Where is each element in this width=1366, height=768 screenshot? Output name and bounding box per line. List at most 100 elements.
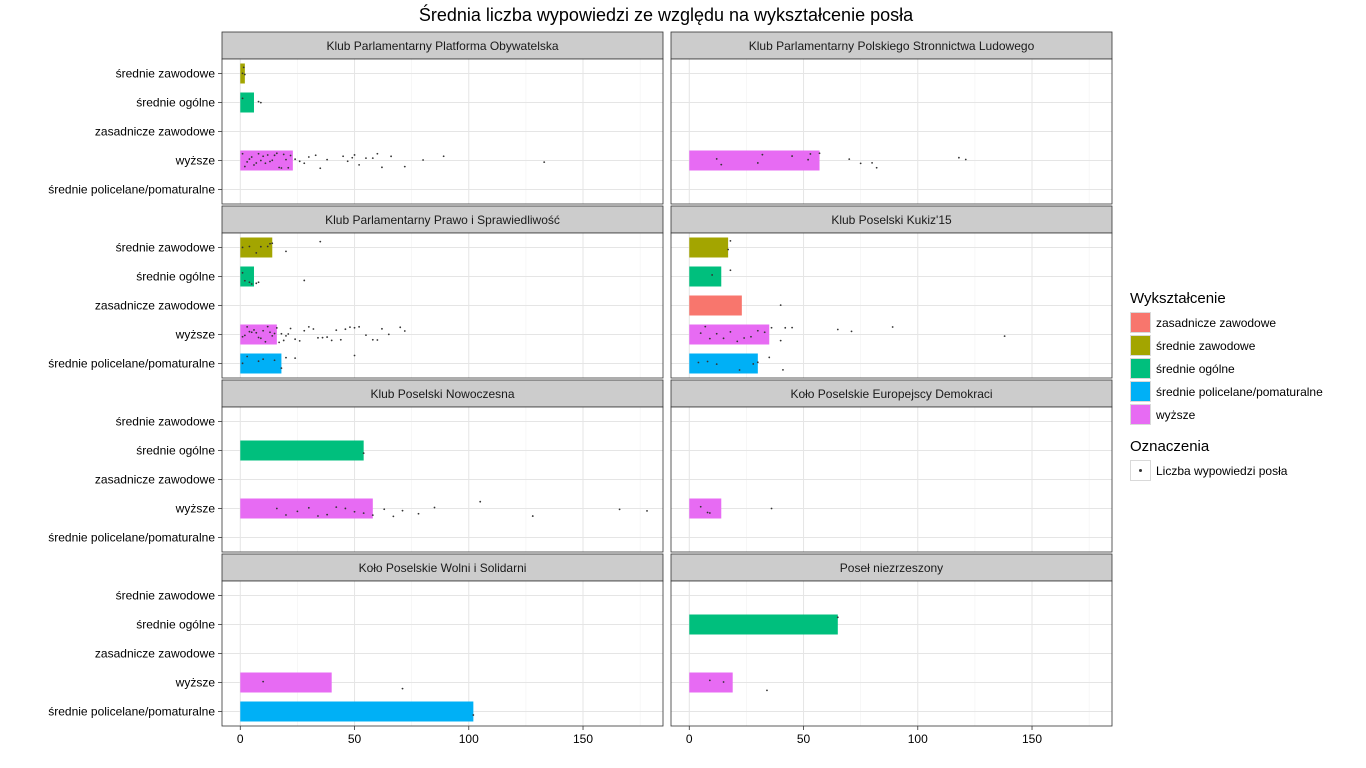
point-wyższe [266, 154, 269, 156]
point-wyższe [243, 165, 246, 168]
point-wyższe [722, 681, 725, 683]
point-średnie-policelane-pomaturalne [241, 362, 244, 365]
point-średnie-zawodowe [259, 245, 262, 248]
ytick-label: średnie policelane/pomaturalne [48, 705, 215, 719]
point-wyższe [326, 513, 329, 516]
legend-item-średnie-ogólne: średnie ogólne [1130, 357, 1360, 380]
point-średnie-policelane-pomaturalne [262, 358, 265, 361]
point-wyższe [289, 327, 292, 330]
point-wyższe [818, 152, 821, 155]
point-średnie-zawodowe [271, 242, 274, 245]
panel-strip [221, 379, 664, 408]
point-średnie-policelane-pomaturalne [285, 356, 287, 359]
legend: Wykształcenie zasadnicze zawodowe średnie… [1130, 290, 1360, 482]
point-średnie-zawodowe [729, 239, 732, 242]
legend-label: wyższe [1156, 407, 1196, 422]
point-wyższe [958, 156, 960, 159]
point-wyższe [257, 152, 260, 155]
legend-fill-title: Wykształcenie [1130, 290, 1226, 307]
legend-marks: Oznaczenia Liczba wypowiedzi posła [1130, 438, 1360, 482]
xtick-label: 100 [908, 732, 928, 746]
panel-strip [670, 553, 1113, 582]
ytick-label: średnie ogólne [136, 270, 215, 284]
point-wyższe [339, 338, 342, 341]
point-zasadnicze-zawodowe [779, 304, 782, 307]
point-średnie-zawodowe [241, 246, 244, 249]
point-wyższe [289, 154, 292, 157]
bar-średnie-policelane-pomaturalne [240, 701, 474, 722]
bar-średnie-ogólne [689, 614, 838, 635]
point-wyższe [250, 156, 253, 158]
point-wyższe [314, 154, 317, 157]
point-wyższe [715, 158, 718, 160]
point-wyższe [1003, 335, 1006, 338]
legend-item-wyższe: wyższe [1130, 403, 1360, 426]
point-wyższe [383, 508, 386, 511]
point-średnie-ogólne [711, 274, 714, 276]
point-wyższe [618, 508, 621, 511]
legend-label-points: Liczba wypowiedzi posła [1156, 463, 1288, 478]
point-wyższe [253, 329, 255, 331]
ytick-label: średnie zawodowe [116, 415, 216, 429]
point-wyższe [365, 157, 367, 160]
bar-średnie-policelane-pomaturalne [240, 353, 282, 374]
point-wyższe [280, 167, 283, 169]
point-średnie-policelane-pomaturalne [782, 368, 784, 371]
point-wyższe [761, 153, 764, 156]
ytick-label: średnie ogólne [136, 444, 215, 458]
point-wyższe [371, 338, 374, 341]
point-wyższe [729, 331, 732, 333]
point-wyższe [479, 500, 482, 503]
point-wyższe [243, 334, 246, 337]
point-wyższe [353, 154, 356, 156]
point-średnie-ogólne [362, 452, 365, 454]
point-wyższe [278, 341, 281, 344]
point-wyższe [241, 152, 244, 155]
point-średnie-zawodowe [255, 252, 258, 254]
point-wyższe [836, 328, 839, 331]
point-wyższe [784, 326, 787, 329]
point-wyższe [543, 161, 546, 164]
point-wyższe [358, 163, 360, 166]
legend-fill-items: zasadnicze zawodowe średnie zawodowe średn… [1130, 311, 1360, 426]
point-wyższe [531, 515, 534, 517]
point-wyższe [371, 514, 374, 517]
panel-title: Poseł niezrzeszony [840, 561, 943, 575]
ytick-label: wyższe [175, 328, 216, 342]
point-średnie-policelane-pomaturalne [294, 357, 297, 360]
panel-title: Klub Parlamentarny Prawo i Sprawiedliwoś… [325, 213, 560, 227]
point-wyższe [271, 159, 274, 162]
point-wyższe [848, 158, 851, 160]
point-średnie-ogólne [257, 281, 260, 284]
point-wyższe [262, 680, 265, 683]
ytick-label: zasadnicze zawodowe [95, 299, 215, 313]
point-średnie-ogólne [303, 279, 306, 282]
bar-średnie-ogólne [240, 92, 254, 113]
point-wyższe [387, 333, 390, 336]
point-wyższe [708, 679, 711, 682]
point-wyższe [342, 155, 345, 158]
point-wyższe [646, 510, 648, 512]
xtick-label: 0 [686, 732, 693, 746]
point-wyższe [282, 153, 285, 156]
point-wyższe [294, 158, 297, 161]
ytick-label: zasadnicze zawodowe [95, 125, 215, 139]
point-wyższe [392, 515, 395, 518]
point-wyższe [278, 166, 281, 169]
point-wyższe [417, 512, 420, 515]
legend-marks-title: Oznaczenia [1130, 438, 1210, 455]
ytick-label: średnie policelane/pomaturalne [48, 183, 215, 197]
panel-title: Klub Parlamentarny Platforma Obywatelska [326, 39, 558, 53]
point-średnie-ogólne [729, 269, 732, 272]
point-średnie-zawodowe [241, 72, 244, 75]
point-średnie-policelane-pomaturalne [353, 354, 356, 357]
point-wyższe [326, 158, 329, 161]
legend-key [1130, 381, 1151, 402]
point-wyższe [442, 155, 445, 158]
point-wyższe [891, 326, 894, 328]
legend-item-zasadnicze-zawodowe: zasadnicze zawodowe [1130, 311, 1360, 334]
xtick-label: 100 [459, 732, 479, 746]
point-wyższe [335, 506, 338, 509]
point-wyższe [296, 510, 299, 513]
point-wyższe [365, 334, 367, 336]
